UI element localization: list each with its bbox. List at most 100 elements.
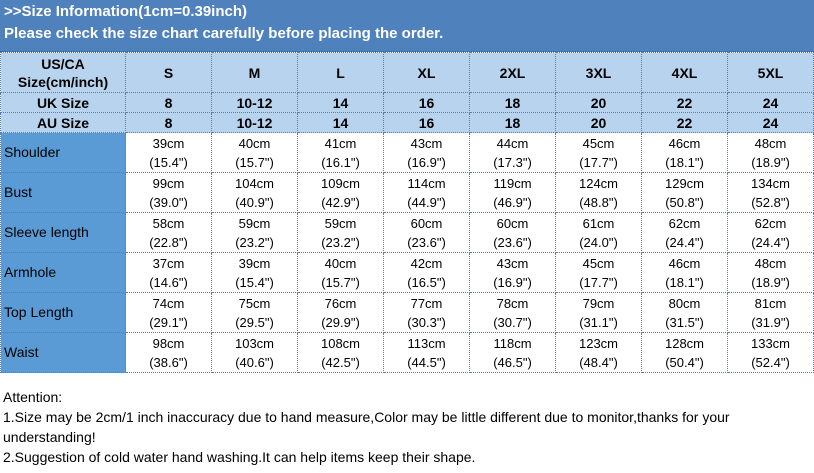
uk-size-label: UK Size xyxy=(0,92,126,113)
measurement-cm: 78cm xyxy=(496,295,529,311)
measurement-in: (24.4") xyxy=(665,234,704,250)
measurement-cm: 119cm xyxy=(493,175,532,191)
measurement-cm: 109cm xyxy=(320,175,361,191)
attention-notes: Attention: 1.Size may be 2cm/1 inch inac… xyxy=(0,373,814,467)
measurement-in: (44.9") xyxy=(407,194,446,210)
uk-size-cell: 10-12 xyxy=(211,92,298,113)
measurement-cell: 79cm (31.1") xyxy=(555,292,642,333)
measurement-cm: 40cm xyxy=(324,255,357,271)
measurement-in: (31.9") xyxy=(751,314,790,330)
measurement-in: (31.1") xyxy=(579,314,618,330)
measurement-cm: 46cm xyxy=(668,255,701,271)
measurement-cm: 48cm xyxy=(754,255,787,271)
measurement-cm: 128cm xyxy=(664,335,705,351)
measurement-label: Bust xyxy=(0,172,126,213)
measurement-cell: 113cm (44.5") xyxy=(383,332,470,373)
size-header-cell: 2XL xyxy=(469,52,556,93)
title-banner: >>Size Information(1cm=0.39inch) Please … xyxy=(0,0,814,52)
measurement-cm: 60cm xyxy=(496,215,529,231)
measurement-cm: 79cm xyxy=(582,295,615,311)
measurement-cell: 45cm (17.7") xyxy=(555,252,642,293)
measurement-in: (23.6") xyxy=(407,234,446,250)
au-size-row: AU Size 8 10-12 14 16 18 20 22 24 xyxy=(0,112,814,133)
table-row: Armhole 37cm (14.6") 39cm (15.4") 40cm (15.7")… xyxy=(0,252,814,293)
measurement-cell: 60cm (23.6") xyxy=(383,212,470,253)
measurement-cm: 62cm xyxy=(668,215,701,231)
measurement-cm: 48cm xyxy=(754,135,787,151)
measurement-cm: 103cm xyxy=(234,335,275,351)
measurement-in: (42.9") xyxy=(321,194,360,210)
measurement-in: (29.1") xyxy=(149,314,188,330)
measurement-cell: 133cm (52.4") xyxy=(727,332,814,373)
measurement-in: (42.5") xyxy=(321,354,360,370)
measurement-cell: 59cm (23.2") xyxy=(297,212,384,253)
au-size-cell: 22 xyxy=(641,112,728,133)
measurement-label: Armhole xyxy=(0,252,126,293)
measurement-cm: 123cm xyxy=(578,335,619,351)
size-header-cell: 3XL xyxy=(555,52,642,93)
measurement-in: (23.2") xyxy=(321,234,360,250)
measurement-cm: 104cm xyxy=(234,175,275,191)
measurement-cell: 109cm (42.9") xyxy=(297,172,384,213)
measurement-cm: 39cm xyxy=(152,135,185,151)
measurement-cm: 39cm xyxy=(238,255,271,271)
measurement-cell: 129cm (50.8") xyxy=(641,172,728,213)
table-row: Sleeve length 58cm (22.8") 59cm (23.2") 59cm (… xyxy=(0,212,814,253)
measurement-cell: 43cm (16.9") xyxy=(383,132,470,173)
au-size-cell: 16 xyxy=(383,112,470,133)
measurement-in: (40.9") xyxy=(235,194,274,210)
measurement-in: (16.5") xyxy=(407,274,446,290)
measurement-in: (30.7") xyxy=(493,314,532,330)
measurement-in: (15.7") xyxy=(321,274,360,290)
measurement-cm: 61cm xyxy=(582,215,615,231)
measurement-cm: 43cm xyxy=(496,255,529,271)
measurement-cell: 124cm (48.8") xyxy=(555,172,642,213)
measurement-cm: 81cm xyxy=(754,295,787,311)
attention-item: 2.Suggestion of cold water hand washing.… xyxy=(3,449,476,465)
measurement-cm: 77cm xyxy=(410,295,443,311)
measurement-cell: 62cm (24.4") xyxy=(641,212,728,253)
measurement-in: (31.5") xyxy=(665,314,704,330)
measurement-cell: 103cm (40.6") xyxy=(211,332,298,373)
measurement-cm: 40cm xyxy=(238,135,271,151)
measurement-cell: 104cm (40.9") xyxy=(211,172,298,213)
measurement-in: (52.4") xyxy=(751,354,790,370)
measurement-in: (23.2") xyxy=(235,234,274,250)
measurement-in: (29.5") xyxy=(235,314,274,330)
measurement-cell: 44cm (17.3") xyxy=(469,132,556,173)
measurement-cell: 74cm (29.1") xyxy=(125,292,212,333)
au-size-cell: 18 xyxy=(469,112,556,133)
table-row: Top Length 74cm (29.1") 75cm (29.5") 76cm (29.… xyxy=(0,292,814,333)
measurement-cm: 98cm xyxy=(152,335,185,351)
measurement-in: (40.6") xyxy=(235,354,274,370)
measurement-cm: 62cm xyxy=(754,215,787,231)
measurement-cell: 46cm (18.1") xyxy=(641,252,728,293)
measurement-in: (18.9") xyxy=(751,274,790,290)
measurement-cm: 76cm xyxy=(324,295,357,311)
measurement-in: (17.3") xyxy=(493,154,532,170)
measurement-cm: 45cm xyxy=(582,135,615,151)
size-header-cell: 4XL xyxy=(641,52,728,93)
measurement-cell: 59cm (23.2") xyxy=(211,212,298,253)
size-header-cell: M xyxy=(211,52,298,93)
uk-size-cell: 22 xyxy=(641,92,728,113)
measurement-cell: 48cm (18.9") xyxy=(727,132,814,173)
measurement-cell: 81cm (31.9") xyxy=(727,292,814,333)
measurement-cm: 114cm xyxy=(407,175,446,191)
table-row: Waist 98cm (38.6") 103cm (40.6") 108cm (42.5")… xyxy=(0,332,814,373)
measurement-cell: 77cm (30.3") xyxy=(383,292,470,333)
measurement-cell: 37cm (14.6") xyxy=(125,252,212,293)
measurement-label: Sleeve length xyxy=(0,212,126,253)
measurement-cm: 118cm xyxy=(493,335,532,351)
measurement-cell: 123cm (48.4") xyxy=(555,332,642,373)
size-header-cell: S xyxy=(125,52,212,93)
measurement-in: (15.7") xyxy=(235,154,274,170)
measurement-in: (46.5") xyxy=(493,354,532,370)
measurement-cell: 41cm (16.1") xyxy=(297,132,384,173)
uk-size-cell: 8 xyxy=(125,92,212,113)
measurement-cell: 62cm (24.4") xyxy=(727,212,814,253)
uk-size-row: UK Size 8 10-12 14 16 18 20 22 24 xyxy=(0,92,814,113)
measurement-in: (22.8") xyxy=(149,234,188,250)
measurement-in: (18.9") xyxy=(751,154,790,170)
measurement-cell: 134cm (52.8") xyxy=(727,172,814,213)
